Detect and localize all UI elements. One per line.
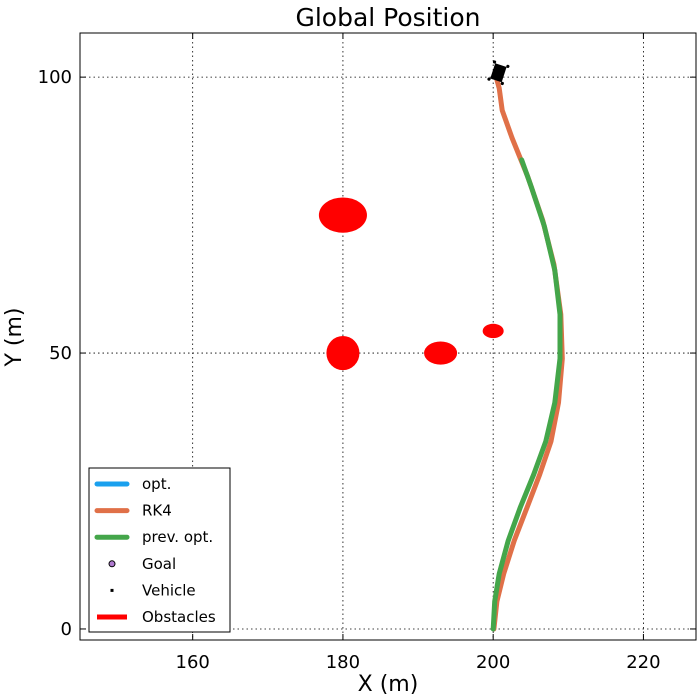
legend: opt. RK4 prev. opt. Goal Vehicle Obstacles — [88, 467, 231, 633]
x-tick-label: 160 — [176, 652, 210, 673]
y-tick-label: 100 — [38, 67, 72, 88]
legend-label: prev. opt. — [142, 528, 213, 546]
x-axis-label: X (m) — [358, 672, 419, 697]
legend-label: opt. — [142, 475, 171, 493]
legend-box — [88, 467, 231, 633]
legend-swatch-goal — [108, 560, 116, 568]
x-tick-label: 220 — [626, 652, 660, 673]
obstacle — [326, 335, 360, 371]
vehicle-wheel — [506, 64, 510, 68]
chart-title: Global Position — [295, 3, 480, 32]
y-axis-label: Y (m) — [2, 307, 27, 367]
y-tick-label: 50 — [49, 343, 72, 364]
obstacle — [318, 197, 367, 233]
obstacles-layer — [318, 197, 504, 371]
vehicle-wheel — [487, 77, 491, 81]
series-layer — [490, 74, 565, 632]
obstacle — [482, 323, 504, 339]
grid — [80, 33, 696, 640]
vehicle-wheel — [500, 81, 504, 86]
x-tick-label: 180 — [326, 652, 360, 673]
legend-label: RK4 — [142, 502, 172, 520]
x-tick-label: 200 — [476, 652, 510, 673]
legend-label: Vehicle — [142, 581, 196, 599]
legend-swatch-vehicle — [110, 588, 114, 592]
y-tick-label: 0 — [61, 619, 72, 640]
series-line-prev-opt — [490, 157, 563, 632]
legend-label: Goal — [142, 555, 176, 573]
markers-layer — [487, 60, 510, 86]
ticks-layer: 160 180 200 220 0 50 100 — [38, 33, 696, 673]
obstacle — [424, 341, 458, 365]
legend-label: Obstacles — [142, 608, 216, 626]
plot-frame — [79, 32, 697, 641]
vehicle-marker — [487, 60, 510, 86]
vehicle-body — [490, 63, 507, 83]
vehicle-wheel — [492, 60, 497, 64]
